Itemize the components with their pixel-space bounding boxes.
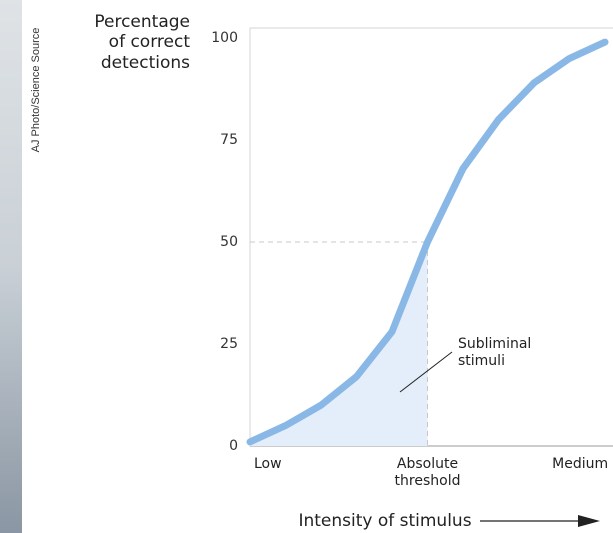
x-axis-label: Intensity of stimulus: [290, 511, 480, 531]
x-tick-label: Medium: [530, 456, 613, 473]
figure: AJ Photo/Science Source 0 25 50 75 100 Low Ab…: [0, 0, 613, 533]
y-tick-label: 25: [220, 336, 238, 352]
subliminal-area: [250, 242, 428, 446]
photo-strip: [0, 0, 22, 533]
x-arrow-head: [578, 515, 600, 527]
x-tick-label: Low: [218, 456, 318, 473]
annotation: Subliminal stimuli: [458, 336, 558, 370]
y-tick-label: 50: [220, 234, 238, 250]
chart: AJ Photo/Science Source 0 25 50 75 100: [0, 0, 613, 533]
y-axis-label: Percentage of correct detections: [78, 12, 190, 73]
y-tick-label: 100: [211, 30, 238, 46]
y-tick-label: 75: [220, 132, 238, 148]
y-tick-label: 0: [229, 438, 238, 454]
photo-credit: AJ Photo/Science Source: [30, 28, 42, 153]
x-tick-label: Absolute threshold: [378, 456, 478, 490]
